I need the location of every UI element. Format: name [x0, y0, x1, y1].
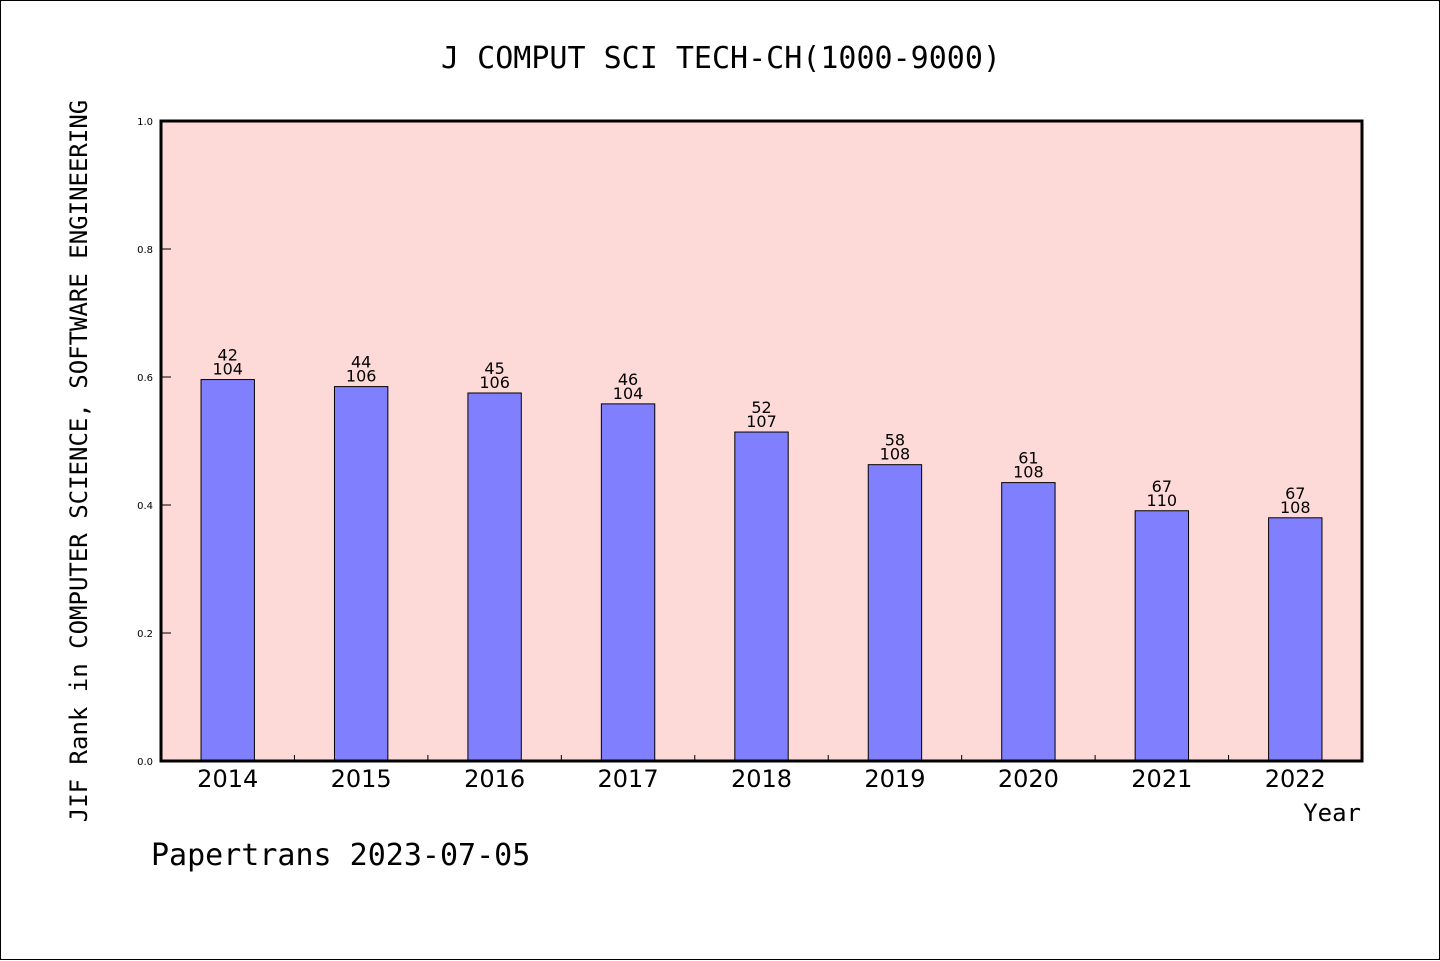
chart-title: J COMPUT SCI TECH-CH(1000-9000) [441, 41, 1001, 76]
bar-rank-label: 45 [484, 359, 504, 378]
bar-total-label: 106 [346, 367, 377, 386]
bar-2016 [467, 392, 522, 762]
watermark-text: Papertrans 2023-07-05 [151, 838, 530, 873]
bar-2020 [1001, 482, 1056, 762]
bar-2021 [1134, 510, 1190, 762]
bar-2022 [1268, 517, 1323, 762]
bar-rank-label: 61 [1018, 449, 1038, 468]
x-axis-label: Year [1303, 799, 1361, 827]
y-tick-label: 0.2 [137, 629, 153, 640]
x-tick-label: 2021 [1131, 765, 1192, 793]
y-tick-label: 0.6 [137, 373, 153, 384]
bar-total-label: 104 [613, 384, 644, 403]
y-tick-label: 0.4 [137, 501, 153, 512]
y-axis-label: JIF Rank in COMPUTER SCIENCE, SOFTWARE E… [65, 100, 93, 822]
x-tick-label: 2017 [598, 765, 659, 793]
x-tick-label: 2014 [197, 765, 258, 793]
y-tick-label: 1.0 [137, 117, 153, 128]
bar-2018 [734, 431, 789, 762]
y-tick-label: 0.8 [137, 245, 153, 256]
bar-total-label: 108 [880, 445, 911, 464]
bar-2019 [867, 464, 923, 762]
bar-rank-label: 42 [218, 346, 238, 365]
bar-2014 [200, 379, 255, 762]
bar-2017 [600, 403, 656, 762]
bar-rank-label: 46 [618, 370, 638, 389]
bar-total-label: 110 [1147, 491, 1178, 510]
y-tick-label: 0.0 [137, 757, 153, 768]
x-tick-label: 2018 [731, 765, 792, 793]
x-tick-label: 2020 [998, 765, 1059, 793]
x-tick-label: 2022 [1265, 765, 1326, 793]
x-tick-label: 2016 [464, 765, 525, 793]
bar-total-label: 107 [746, 412, 777, 431]
bar-rank-label: 67 [1152, 477, 1172, 496]
bars-group [200, 379, 1323, 762]
bar-rank-label: 52 [751, 398, 771, 417]
bar-rank-label: 58 [885, 431, 905, 450]
x-tick-label: 2019 [864, 765, 925, 793]
bar-2015 [333, 386, 389, 762]
bar-rank-label: 44 [351, 353, 371, 372]
bar-rank-label: 67 [1285, 484, 1305, 503]
x-tick-label: 2015 [331, 765, 392, 793]
bar-total-label: 104 [212, 360, 243, 379]
bar-total-label: 108 [1280, 498, 1311, 517]
x-tick-labels-group: 2014 2015 2016 2017 2018 2019 2020 2021 2022 [197, 765, 1326, 793]
bar-total-label: 106 [479, 373, 510, 392]
plot-border [159, 119, 1364, 763]
bar-total-label: 108 [1013, 463, 1044, 482]
